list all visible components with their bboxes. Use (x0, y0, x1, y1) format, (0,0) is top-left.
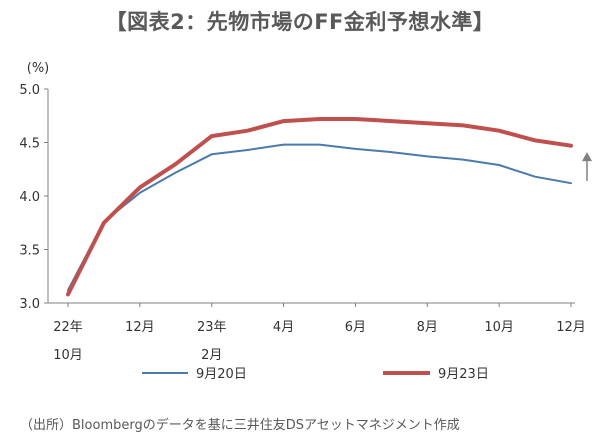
y-tick-label: 4.5 (19, 137, 40, 152)
x-tick-label-line2: 2月 (201, 348, 222, 363)
series-group (66, 117, 573, 297)
x-tick-label: 23年 (197, 320, 227, 335)
source-note: （出所）Bloombergのデータを基に三井住友DSアセットマネジメント作成 (20, 418, 460, 433)
y-tick-label: 3.5 (19, 244, 40, 259)
y-axis: (%) 3.0 3.5 4.0 4.5 5.0 (19, 61, 49, 312)
annotation-group (582, 152, 592, 182)
y-tick-label: 4.0 (19, 190, 40, 205)
series-line-1 (67, 143, 572, 292)
x-tick-label: 12月 (556, 320, 586, 335)
x-tick-label: 22年 (53, 320, 83, 335)
series-line-2 (66, 117, 573, 297)
chart-title: 【図表2：先物市場のFF金利予想水準】 (105, 10, 495, 34)
y-tick-label: 3.0 (19, 297, 40, 312)
legend: 9月20日 9月23日 (142, 367, 489, 382)
x-tick-label-line2: 10月 (53, 348, 83, 363)
x-tick-label: 8月 (417, 320, 438, 335)
legend-label-1: 9月20日 (196, 367, 247, 382)
y-tick-label: 5.0 (19, 83, 40, 98)
y-unit-label: (%) (27, 61, 50, 76)
legend-label-2: 9月23日 (438, 367, 489, 382)
x-tick-label: 6月 (345, 320, 366, 335)
arrow-up-icon (582, 152, 592, 162)
x-tick-label: 4月 (273, 320, 294, 335)
x-axis: 22年 10月 12月 23年 2月 4月 6月 8月 10月 12月 (48, 302, 586, 363)
x-tick-label: 10月 (484, 320, 514, 335)
x-tick-label: 12月 (125, 320, 155, 335)
